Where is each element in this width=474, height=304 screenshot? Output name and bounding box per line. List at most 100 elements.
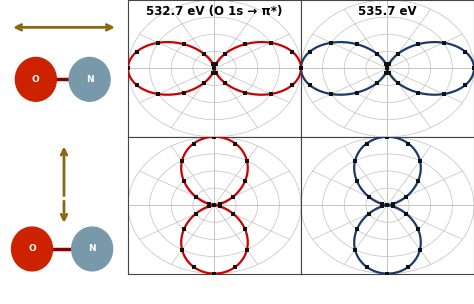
Point	[205, 204, 213, 209]
Point	[210, 134, 218, 139]
Point	[216, 202, 224, 206]
Point	[373, 51, 381, 56]
Point	[365, 211, 373, 216]
Point	[383, 203, 391, 208]
Point	[328, 40, 335, 45]
Point	[416, 158, 424, 163]
Text: 535.7 eV: 535.7 eV	[358, 5, 417, 18]
Point	[243, 247, 251, 252]
Point	[241, 178, 249, 183]
Point	[402, 194, 410, 199]
Point	[385, 71, 393, 75]
Point	[414, 227, 422, 232]
Point	[462, 50, 469, 54]
Point	[405, 141, 412, 146]
Point	[351, 158, 359, 163]
Point	[209, 61, 217, 66]
Point	[133, 50, 140, 54]
Text: N: N	[86, 75, 93, 84]
Point	[394, 81, 402, 86]
Circle shape	[72, 227, 113, 271]
Point	[180, 178, 188, 183]
Point	[353, 227, 361, 232]
Point	[414, 90, 422, 95]
Point	[229, 211, 237, 216]
Point	[190, 264, 197, 269]
Point	[462, 82, 469, 87]
Point	[382, 71, 390, 75]
Text: O: O	[28, 244, 36, 254]
Point	[190, 141, 197, 146]
Point	[200, 51, 208, 56]
Point	[210, 66, 218, 71]
Point	[416, 247, 424, 252]
Point	[405, 264, 412, 269]
Point	[210, 66, 218, 71]
Circle shape	[69, 57, 110, 101]
Point	[155, 40, 162, 45]
Point	[241, 42, 249, 47]
Point	[289, 82, 296, 87]
Point	[267, 40, 274, 45]
Point	[212, 61, 220, 66]
Point	[378, 204, 386, 209]
Point	[383, 66, 391, 71]
Circle shape	[11, 227, 53, 271]
Point	[192, 194, 200, 199]
Point	[383, 66, 391, 71]
Point	[353, 90, 361, 95]
Point	[470, 66, 474, 71]
Point	[382, 61, 390, 66]
Point	[306, 50, 313, 54]
Point	[383, 203, 391, 208]
Point	[394, 51, 402, 56]
Point	[363, 141, 370, 146]
Point	[414, 42, 422, 47]
Point	[241, 90, 249, 95]
Point	[328, 92, 335, 96]
Point	[133, 82, 140, 87]
Point	[124, 66, 132, 71]
Point	[192, 211, 200, 216]
Point	[155, 92, 162, 96]
Point	[243, 158, 251, 163]
Point	[232, 264, 239, 269]
Point	[209, 71, 217, 75]
Point	[351, 247, 359, 252]
Point	[353, 178, 361, 183]
Point	[353, 42, 361, 47]
Point	[178, 247, 186, 252]
Text: N: N	[88, 244, 96, 254]
Point	[363, 264, 370, 269]
Text: O: O	[32, 75, 40, 84]
Point	[241, 227, 249, 232]
Point	[210, 271, 218, 276]
Point	[373, 81, 381, 86]
Point	[180, 42, 188, 47]
Text: 532.7 eV (O 1s → π*): 532.7 eV (O 1s → π*)	[146, 5, 283, 18]
Point	[221, 51, 229, 56]
Point	[210, 203, 218, 208]
Circle shape	[15, 57, 56, 101]
Point	[229, 194, 237, 199]
Point	[297, 66, 305, 71]
Point	[180, 90, 188, 95]
Point	[289, 50, 296, 54]
Point	[210, 203, 218, 208]
Point	[383, 134, 391, 139]
Point	[267, 92, 274, 96]
Point	[389, 202, 397, 206]
Point	[180, 227, 188, 232]
Point	[200, 81, 208, 86]
Point	[440, 40, 447, 45]
Point	[378, 202, 386, 206]
Point	[297, 66, 305, 71]
Point	[205, 202, 213, 206]
Point	[385, 61, 393, 66]
Point	[389, 204, 397, 209]
Point	[383, 271, 391, 276]
Point	[414, 178, 422, 183]
Point	[216, 204, 224, 209]
Point	[306, 82, 313, 87]
Point	[440, 92, 447, 96]
